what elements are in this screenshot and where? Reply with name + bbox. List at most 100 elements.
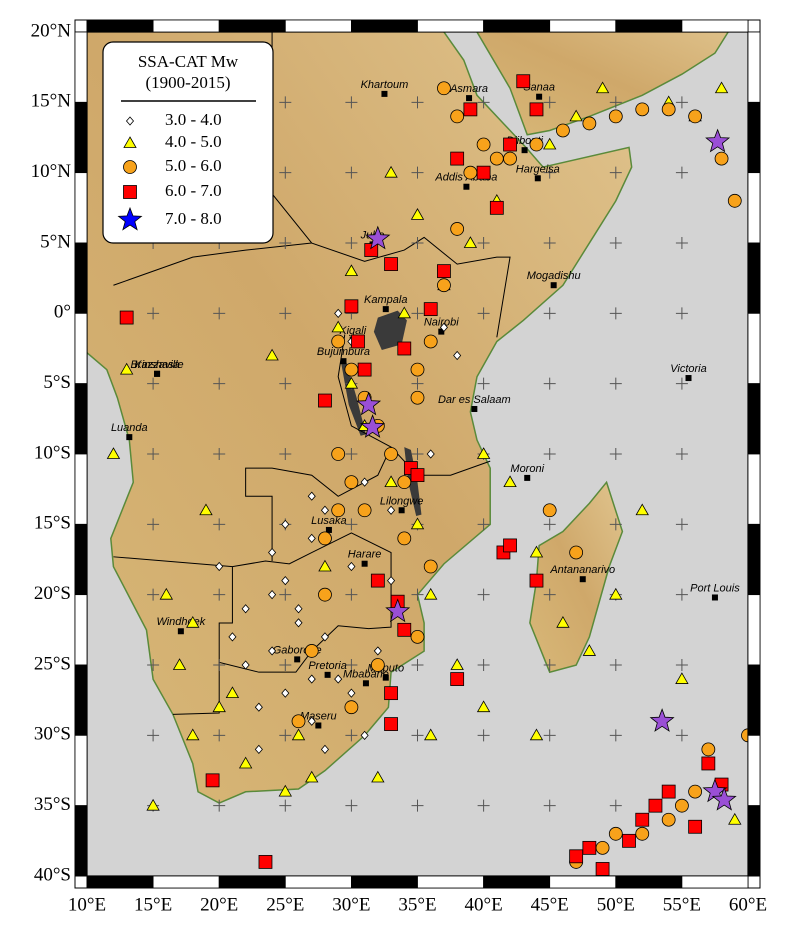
quake-m5	[688, 784, 703, 799]
quake-m6	[357, 362, 372, 377]
quake-m5	[437, 278, 451, 293]
quake-m4	[384, 165, 398, 178]
quake-m4	[305, 770, 319, 783]
quake-m3	[307, 533, 316, 544]
quake-m4	[384, 475, 398, 488]
quake-m6	[351, 334, 365, 349]
quake-m3	[281, 575, 290, 586]
quake-m3	[294, 618, 303, 628]
quake-m4	[728, 812, 742, 825]
frame-corner	[74, 875, 88, 889]
quake-m4	[318, 559, 332, 572]
graticule-cross	[147, 588, 160, 601]
graticule-cross	[213, 588, 226, 601]
quake-m5	[450, 222, 465, 236]
quake-m7	[711, 786, 737, 811]
quake-m4	[569, 109, 583, 122]
quake-m6	[370, 573, 385, 588]
graticule-cross	[675, 96, 688, 109]
graticule-cross	[147, 729, 160, 742]
graticule-cross	[411, 729, 424, 742]
quake-m6	[569, 849, 584, 864]
graticule-cross	[609, 377, 622, 390]
legend-label: 7.0 - 8.0	[165, 209, 222, 228]
quake-m6	[344, 299, 359, 314]
quake-m5	[608, 826, 623, 841]
quake-m4	[119, 362, 134, 375]
quake-m6	[397, 622, 412, 637]
graticule-cross	[609, 237, 622, 249]
quake-m5	[727, 193, 742, 208]
quake-m5	[410, 629, 425, 644]
quake-m5	[675, 798, 689, 813]
quake-m6	[450, 672, 465, 686]
city-marker	[471, 405, 478, 412]
x-tick-label: 40°E	[464, 894, 502, 915]
quake-m6	[384, 717, 398, 731]
graticule-cross	[213, 799, 226, 812]
quake-m6	[688, 819, 703, 834]
quake-m5	[489, 151, 504, 166]
frame-segment	[74, 172, 88, 244]
quake-m3	[294, 604, 303, 614]
graticule-cross	[543, 307, 556, 320]
graticule-cross	[279, 659, 292, 671]
graticule-cross	[279, 237, 292, 249]
graticule-cross	[279, 799, 292, 812]
x-tick-label: 55°E	[663, 894, 701, 915]
quake-m6	[258, 855, 273, 869]
city-label: Antananarivo	[549, 564, 615, 576]
quake-m5	[476, 137, 491, 152]
graticule-cross	[345, 659, 358, 671]
graticule-cross	[477, 377, 490, 390]
earthquakes	[106, 74, 748, 876]
quake-m6	[595, 862, 610, 876]
y-tick-label: 5°N	[40, 231, 71, 252]
graticule-cross	[279, 307, 292, 320]
frame-segment	[152, 875, 220, 889]
legend: SSA-CAT Mw (1900-2015) 3.0 - 4.0 4.0 - 5.…	[102, 41, 274, 244]
quake-m5	[331, 503, 346, 518]
frame-corner	[747, 875, 761, 889]
quake-m3	[439, 322, 448, 333]
quake-m5	[450, 109, 465, 124]
graticule-cross	[609, 166, 622, 179]
quake-m4	[503, 475, 517, 488]
city-marker	[154, 370, 161, 377]
graticule-cross	[543, 237, 556, 249]
frame-segment	[747, 664, 761, 736]
legend-symbol	[123, 185, 137, 199]
borders	[113, 533, 391, 672]
frame-segment	[74, 101, 88, 174]
quake-m3	[360, 730, 369, 740]
quake-m4	[225, 686, 240, 699]
frame	[74, 19, 761, 889]
graticule-cross	[609, 729, 622, 742]
city-marker	[382, 306, 389, 313]
quake-m5	[357, 503, 372, 518]
quake-m5	[410, 390, 425, 405]
quake-m3	[268, 646, 277, 656]
graticule-cross	[675, 307, 688, 320]
city-label: Kampala	[364, 294, 407, 306]
quake-m3	[320, 505, 329, 515]
graticule-cross	[213, 518, 226, 531]
city-marker	[382, 674, 389, 681]
graticule-cross	[609, 518, 622, 531]
frame-segment	[747, 453, 761, 525]
quake-m7	[356, 391, 382, 416]
quake-m6	[582, 840, 597, 855]
frame-segment	[747, 594, 761, 666]
quake-m6	[410, 468, 425, 483]
frame-segment	[74, 242, 88, 314]
quake-m5	[503, 151, 517, 166]
graticule-cross	[477, 307, 490, 320]
quake-m4	[635, 503, 649, 516]
graticule-cross	[345, 799, 358, 812]
city-marker	[524, 474, 531, 481]
frame-segment	[681, 19, 749, 33]
city-label: Bujumbura	[317, 346, 370, 358]
quake-m5	[423, 559, 438, 574]
graticule-cross	[477, 518, 490, 531]
